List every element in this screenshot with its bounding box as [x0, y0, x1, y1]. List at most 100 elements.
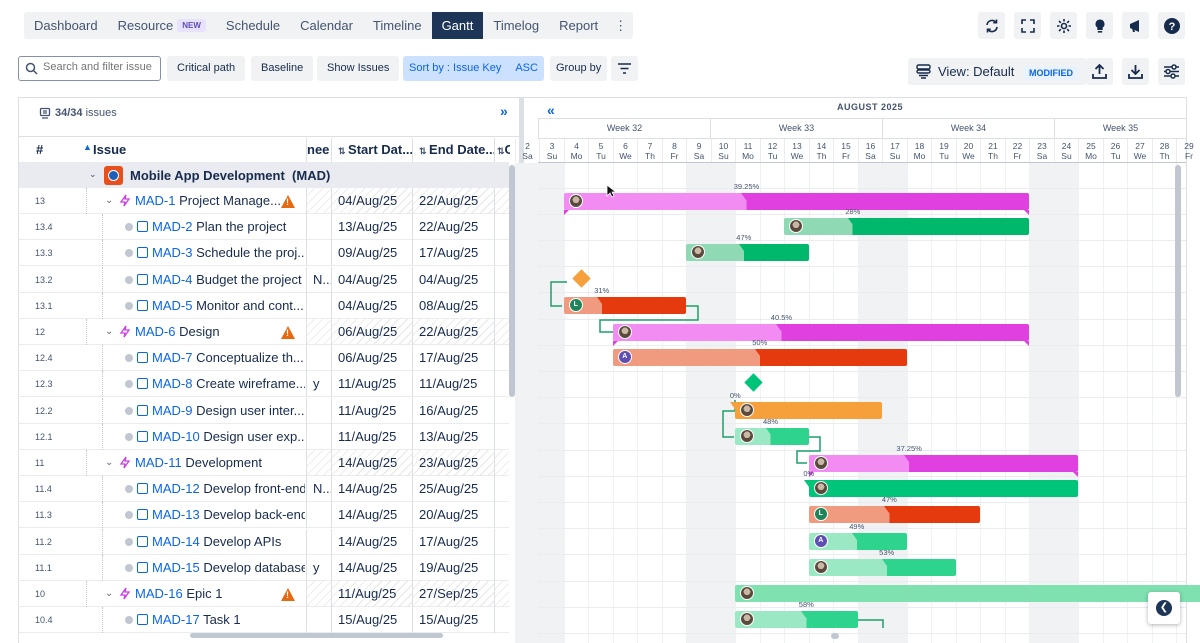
start-date-cell[interactable]: 04/Aug/25: [331, 266, 413, 293]
task-bar[interactable]: [686, 244, 809, 262]
progress-handle[interactable]: [904, 455, 915, 462]
chevron-down-icon[interactable]: ⌄: [105, 195, 114, 206]
tab-resource[interactable]: Resource NEW: [108, 12, 216, 39]
end-date-cell[interactable]: 13/Aug/25: [412, 423, 495, 450]
issue-key[interactable]: MAD-8: [152, 376, 193, 392]
start-date-cell[interactable]: 04/Aug/25: [331, 188, 413, 214]
expand-panel-icon[interactable]: »: [500, 103, 508, 119]
filter-icon[interactable]: [611, 56, 638, 81]
issue-row[interactable]: 13.1 MAD-5 Monitor and cont... 04/Aug/25 08…: [19, 292, 509, 319]
assignee-avatar[interactable]: [740, 428, 755, 443]
start-date-cell[interactable]: 06/Aug/25: [331, 345, 413, 372]
chevron-down-icon[interactable]: ⌄: [89, 169, 97, 179]
start-date-cell[interactable]: 15/Aug/25: [331, 607, 413, 634]
assignee-avatar[interactable]: [617, 325, 632, 339]
progress-handle[interactable]: [765, 427, 776, 435]
lightbulb-icon[interactable]: [1086, 12, 1113, 39]
epic-bar[interactable]: [563, 193, 1030, 210]
tab-timeline[interactable]: Timeline: [372, 18, 422, 33]
progress-handle[interactable]: [754, 349, 765, 357]
issue-key[interactable]: MAD-12: [152, 481, 200, 497]
progress-handle[interactable]: [741, 193, 752, 200]
issue-row[interactable]: 12.4 MAD-7 Conceptualize th... 06/Aug/25 17…: [19, 345, 509, 372]
task-bar[interactable]: [612, 349, 907, 367]
epic-bar[interactable]: [612, 324, 1030, 341]
assignee-avatar[interactable]: [691, 245, 706, 260]
task-bar[interactable]: [735, 401, 883, 419]
issue-key[interactable]: MAD-13: [152, 507, 200, 523]
issue-key[interactable]: MAD-14: [152, 533, 200, 549]
baseline-button[interactable]: Baseline: [251, 56, 314, 81]
end-date-cell[interactable]: 22/Aug/25: [412, 188, 495, 214]
assignee-avatar[interactable]: [813, 559, 828, 574]
end-date-cell[interactable]: 15/Aug/25: [412, 607, 495, 634]
assignee-avatar[interactable]: [813, 456, 828, 470]
issue-key[interactable]: MAD-9: [152, 402, 193, 418]
issue-title[interactable]: Project Manage...: [179, 193, 281, 208]
issue-key[interactable]: MAD-1: [135, 193, 176, 208]
start-date-cell[interactable]: 11/Aug/25: [331, 397, 413, 424]
column-header-start-date[interactable]: ⇅ Start Dat...: [331, 138, 413, 162]
gear-icon[interactable]: [1050, 12, 1077, 39]
issue-row[interactable]: 12.1 MAD-10 Design user exp... 11/Aug/25 13…: [19, 423, 509, 450]
tab-gantt[interactable]: Gantt: [431, 12, 484, 39]
warning-icon[interactable]: [281, 195, 295, 208]
issue-row[interactable]: 11.3 MAD-13 Develop back-end 14/Aug/25 20/A…: [19, 502, 509, 529]
issue-key[interactable]: MAD-6: [135, 324, 176, 339]
end-date-cell[interactable]: 19/Aug/25: [412, 554, 495, 581]
issue-key[interactable]: MAD-4: [152, 271, 193, 287]
end-date-cell[interactable]: 04/Aug/25: [412, 266, 495, 293]
start-date-cell[interactable]: 11/Aug/25: [331, 371, 413, 398]
tab-schedule[interactable]: Schedule: [225, 18, 281, 33]
end-date-cell[interactable]: 17/Aug/25: [412, 528, 495, 555]
gantt-vertical-scrollbar[interactable]: [1175, 165, 1181, 397]
issue-row[interactable]: 11 ⌄ MAD-11 Development 14/Aug/25 23/Aug/25: [19, 450, 509, 476]
issue-key[interactable]: MAD-2: [152, 219, 193, 235]
progress-handle[interactable]: [730, 401, 741, 409]
task-bar[interactable]: [735, 427, 809, 445]
assignee-avatar[interactable]: [568, 194, 583, 208]
start-date-cell[interactable]: 14/Aug/25: [331, 502, 413, 529]
issue-row[interactable]: 12.3 MAD-8 Create wireframe... y 11/Aug/25 1…: [19, 371, 509, 398]
assignee-initial-avatar[interactable]: L: [813, 507, 828, 522]
progress-handle[interactable]: [738, 244, 749, 252]
assignee-initial-avatar[interactable]: A: [617, 350, 632, 365]
progress-handle[interactable]: [851, 532, 862, 540]
chevron-down-icon[interactable]: ⌄: [105, 457, 114, 468]
issue-title[interactable]: Schedule the proj...: [196, 245, 305, 261]
issue-title[interactable]: Task 1: [203, 612, 241, 628]
assignee-initial-avatar[interactable]: L: [568, 297, 583, 312]
column-header-extra[interactable]: ⇅C: [494, 138, 510, 162]
start-date-cell[interactable]: 11/Aug/25: [331, 423, 413, 450]
issue-title[interactable]: Development: [185, 455, 262, 470]
issue-row[interactable]: 10.4 MAD-17 Task 1 15/Aug/25 15/Aug/25: [19, 607, 509, 634]
tab-calendar[interactable]: Calendar: [300, 18, 353, 33]
scroll-to-task-button[interactable]: ❮: [1148, 592, 1180, 624]
dependency-link[interactable]: [599, 305, 699, 333]
issue-key[interactable]: MAD-10: [152, 428, 200, 444]
progress-handle[interactable]: [776, 324, 787, 331]
issue-key[interactable]: MAD-15: [152, 559, 200, 575]
task-bar[interactable]: [808, 506, 981, 524]
issue-row[interactable]: 13.4 MAD-2 Plan the project 13/Aug/25 22/Au…: [19, 214, 509, 241]
task-bar[interactable]: [735, 585, 1200, 602]
issue-row[interactable]: 13 ⌄ MAD-1 Project Manage... 04/Aug/2522/Au…: [19, 188, 509, 214]
issue-title[interactable]: Develop database: [203, 559, 305, 575]
issue-key[interactable]: MAD-5: [152, 297, 193, 313]
epic-bar[interactable]: [808, 455, 1079, 472]
more-tabs-icon[interactable]: ⋮: [614, 18, 628, 33]
assignee-avatar[interactable]: [740, 612, 755, 627]
task-bar[interactable]: [808, 558, 956, 576]
issue-title[interactable]: Design user exp...: [203, 428, 305, 444]
issue-row[interactable]: 11.4 MAD-12 Develop front-end N... 14/Aug/2…: [19, 476, 509, 503]
start-date-cell[interactable]: 14/Aug/25: [331, 450, 413, 476]
chevron-down-icon[interactable]: ⌄: [105, 326, 114, 337]
view-selector[interactable]: View: Default MODIFIED: [908, 58, 1086, 85]
end-date-cell[interactable]: 25/Aug/25: [412, 476, 495, 503]
task-bar[interactable]: [784, 218, 1030, 236]
critical-path-button[interactable]: Critical path: [167, 56, 246, 81]
start-date-cell[interactable]: 14/Aug/25: [331, 476, 413, 503]
start-date-cell[interactable]: 09/Aug/25: [331, 240, 413, 267]
